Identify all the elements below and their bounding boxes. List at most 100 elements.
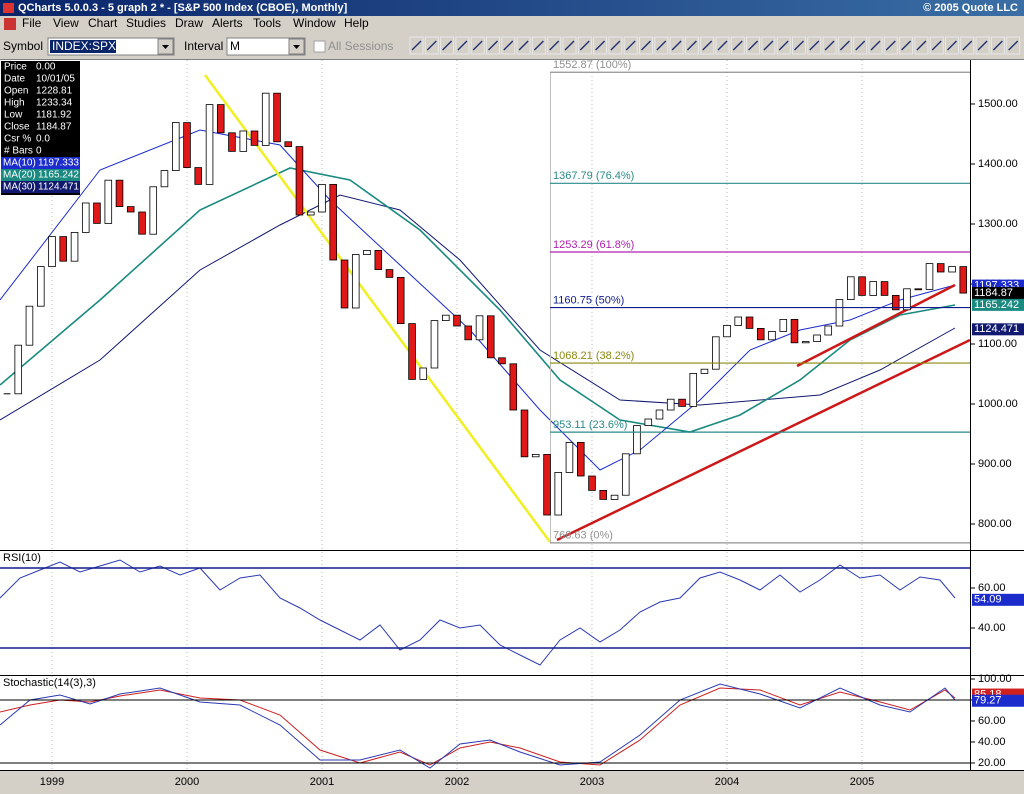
candle xyxy=(464,325,472,341)
tool-button[interactable] xyxy=(914,36,929,55)
candle xyxy=(239,130,248,152)
tool-button[interactable] xyxy=(669,36,684,55)
tool-button[interactable] xyxy=(531,36,546,55)
candle xyxy=(599,490,607,500)
tool-button[interactable] xyxy=(623,36,638,55)
tool-button[interactable] xyxy=(424,36,439,55)
tool-button[interactable] xyxy=(822,36,837,55)
tool-button[interactable] xyxy=(593,36,608,55)
tool-button[interactable] xyxy=(486,36,500,55)
menu-item[interactable]: View xyxy=(53,16,79,30)
tool-button[interactable] xyxy=(501,36,516,55)
menu-item[interactable]: Draw xyxy=(175,16,203,30)
tool-icon xyxy=(411,40,422,51)
candle xyxy=(149,186,158,235)
candle xyxy=(790,319,799,344)
candle xyxy=(723,325,731,338)
tool-button[interactable] xyxy=(960,36,975,55)
menu-item[interactable]: Chart xyxy=(88,16,118,30)
candle xyxy=(228,132,236,152)
y-tick-label: 60.00 xyxy=(978,582,1006,594)
tool-icon xyxy=(488,40,498,51)
fib-label: 1253.29 (61.8%) xyxy=(553,239,634,251)
info-value: 0 xyxy=(36,146,42,157)
candle xyxy=(396,276,405,325)
candle xyxy=(307,211,315,216)
x-tick-label: 2000 xyxy=(175,776,199,788)
tool-icon xyxy=(549,40,560,51)
tool-button[interactable] xyxy=(470,36,485,55)
interval-input[interactable] xyxy=(226,37,306,56)
tool-icon xyxy=(595,40,606,51)
candle xyxy=(318,183,326,213)
menu-item[interactable]: Window xyxy=(293,16,336,30)
tool-button[interactable] xyxy=(899,36,914,55)
menu-item[interactable]: Help xyxy=(344,16,369,30)
x-tick-label: 2005 xyxy=(850,776,874,788)
tool-button[interactable] xyxy=(792,36,806,55)
menu-bar xyxy=(0,16,1024,32)
candle xyxy=(756,328,765,341)
tool-button[interactable] xyxy=(547,36,562,55)
candle xyxy=(588,475,596,491)
candle xyxy=(363,249,371,255)
tool-button[interactable] xyxy=(516,36,531,55)
tool-button[interactable] xyxy=(990,36,1005,55)
trend-line[interactable] xyxy=(203,74,552,543)
tool-button[interactable] xyxy=(807,36,822,55)
tool-button[interactable] xyxy=(455,36,470,55)
tool-button[interactable] xyxy=(837,36,852,55)
tool-button[interactable] xyxy=(929,36,944,55)
tool-button[interactable] xyxy=(853,36,868,55)
study-label: MA(20) xyxy=(3,170,36,181)
candle xyxy=(689,373,698,407)
stochastic-fast-line xyxy=(0,683,956,769)
trend-line[interactable] xyxy=(556,338,971,542)
ma30-line xyxy=(0,194,956,421)
menu-item[interactable]: Tools xyxy=(253,16,281,30)
candle xyxy=(408,323,416,380)
info-value: 1181.92 xyxy=(36,110,72,121)
tool-button[interactable] xyxy=(577,36,592,55)
candle xyxy=(768,331,776,341)
menu-item[interactable]: Studies xyxy=(126,16,166,30)
tool-button[interactable] xyxy=(868,36,883,55)
candle xyxy=(115,179,124,207)
tool-button[interactable] xyxy=(883,36,898,55)
tool-icon xyxy=(824,40,835,51)
tool-button[interactable] xyxy=(684,36,699,55)
tool-button[interactable] xyxy=(746,36,761,55)
tool-button[interactable] xyxy=(440,36,455,55)
tool-button[interactable] xyxy=(1006,36,1021,55)
tool-button[interactable] xyxy=(975,36,990,55)
candle xyxy=(577,442,585,477)
tool-button[interactable] xyxy=(409,36,424,55)
tool-button[interactable] xyxy=(776,36,791,55)
info-label: High xyxy=(4,98,25,109)
candle xyxy=(734,316,742,326)
tool-button[interactable] xyxy=(715,36,730,55)
tool-button[interactable] xyxy=(639,36,653,55)
tool-button[interactable] xyxy=(700,36,715,55)
tool-icon xyxy=(809,40,820,51)
sessions-checkbox[interactable] xyxy=(313,40,326,53)
candle xyxy=(835,299,844,327)
tool-button[interactable] xyxy=(730,36,745,55)
tool-button[interactable] xyxy=(761,36,776,55)
tool-button[interactable] xyxy=(654,36,669,55)
menu-item[interactable]: Alerts xyxy=(212,16,243,30)
candle xyxy=(509,363,518,411)
tool-icon xyxy=(870,40,881,51)
interval-value: M xyxy=(230,39,240,53)
trend-line[interactable] xyxy=(796,283,956,368)
tool-icon xyxy=(426,40,437,51)
tool-icon xyxy=(778,40,789,51)
tool-button[interactable] xyxy=(608,36,623,55)
menu-item[interactable]: File xyxy=(22,16,42,30)
tool-button[interactable] xyxy=(562,36,577,55)
candle xyxy=(925,263,934,290)
study-label: MA(10) xyxy=(3,158,36,169)
candle xyxy=(126,206,135,213)
tool-icon xyxy=(518,40,529,51)
tool-button[interactable] xyxy=(945,36,959,55)
